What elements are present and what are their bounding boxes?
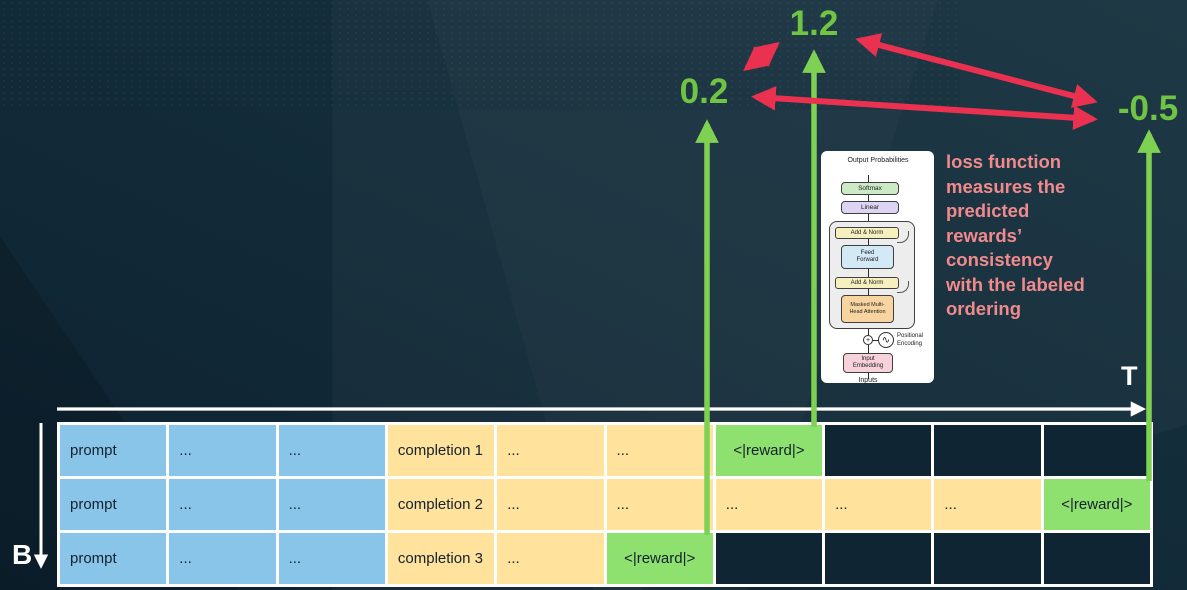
transformer-diagram: Output Probabilities Softmax Linear Add …	[821, 151, 934, 384]
table-cell-r3c9	[934, 533, 1041, 584]
connector-line	[868, 239, 870, 245]
transformer-output-label: Output Probabilities	[847, 157, 909, 164]
linear-label: Linear	[860, 204, 880, 211]
table-cell-r1c9	[934, 425, 1041, 476]
table-cell-r3c4: completion 3	[387, 533, 495, 584]
table-cell-r2c8: ...	[825, 479, 932, 530]
masked-attention-box: Masked Multi-Head Attention	[841, 295, 894, 323]
connector-line	[873, 339, 878, 341]
comparison-arrow-1.2--0.5	[855, 33, 1098, 108]
table-cell-r1c7: <|reward|>	[715, 425, 823, 476]
connector-line	[868, 329, 870, 335]
table-cell-r3c2: ...	[169, 533, 276, 584]
table-cell-r3c6: <|reward|>	[606, 533, 713, 584]
add-norm-box: Add & Norm	[835, 277, 899, 289]
connector-line	[868, 175, 870, 182]
table-cell-r2c9: ...	[934, 479, 1041, 530]
table-cell-r1c5: ...	[497, 425, 604, 476]
linear-box: Linear	[841, 201, 899, 214]
connector-line	[868, 289, 870, 295]
loss-annotation: loss function measures the predicted rew…	[946, 151, 1085, 319]
table-cell-r2c5: ...	[497, 479, 604, 530]
comparison-arrow-0.2--0.5	[751, 86, 1098, 130]
table-cell-r3c10	[1043, 533, 1150, 584]
masked-attention-label: Masked Multi-Head Attention	[849, 302, 886, 315]
table-cell-r1c3: ...	[278, 425, 385, 476]
connector-line	[868, 345, 870, 353]
table-cell-r2c6: ...	[606, 479, 713, 530]
connector-line	[868, 373, 870, 379]
reward-table: prompt...... completion 1...... <|reward|>…	[57, 422, 1153, 587]
table-cell-r3c7	[715, 533, 823, 584]
softmax-box: Softmax	[841, 182, 899, 195]
feed-forward-label: Feed Forward	[856, 249, 879, 264]
connector-line	[868, 195, 870, 201]
positional-encoding-label: Positional Encoding	[897, 333, 924, 347]
table-cell-r1c6: ...	[606, 425, 713, 476]
table-cell-r1c8	[825, 425, 932, 476]
table-cell-r3c1: prompt	[60, 533, 167, 584]
b-axis-label: B	[12, 539, 33, 570]
table-cell-r1c10	[1043, 425, 1150, 476]
table-cell-r3c3: ...	[278, 533, 385, 584]
table-cell-r2c1: prompt	[60, 479, 167, 530]
reward-value-1.2: 1.2	[789, 4, 839, 43]
sine-wave-icon: ∿	[878, 332, 894, 348]
table-cell-r3c8	[825, 533, 932, 584]
table-cell-r1c2: ...	[169, 425, 276, 476]
add-norm-box: Add & Norm	[835, 227, 899, 239]
plus-icon: +	[863, 335, 873, 345]
t-axis-label: T	[1121, 361, 1138, 391]
reward-value--0.5: -0.5	[1117, 89, 1179, 128]
inputs-label: Inputs	[858, 377, 878, 384]
softmax-label: Softmax	[858, 185, 882, 192]
add-norm-label: Add & Norm	[850, 230, 884, 236]
table-cell-r2c3: ...	[278, 479, 385, 530]
table-cell-r3c5: ...	[497, 533, 604, 584]
add-norm-label: Add & Norm	[850, 280, 884, 286]
input-embedding-label: Input Embedding	[852, 355, 884, 370]
table-cell-r2c4: completion 2	[387, 479, 495, 530]
input-embedding-box: Input Embedding	[843, 353, 893, 373]
table-cell-r2c10: <|reward|>	[1043, 479, 1150, 530]
connector-line	[868, 269, 870, 277]
table-cell-r2c7: ...	[715, 479, 823, 530]
comparison-arrow-0.2-1.2	[743, 41, 780, 72]
table-cell-r1c1: prompt	[60, 425, 167, 476]
connector-line	[868, 214, 870, 221]
table-cell-r2c2: ...	[169, 479, 276, 530]
feed-forward-box: Feed Forward	[841, 245, 894, 269]
reward-value-0.2: 0.2	[679, 72, 729, 111]
table-cell-r1c4: completion 1	[387, 425, 495, 476]
